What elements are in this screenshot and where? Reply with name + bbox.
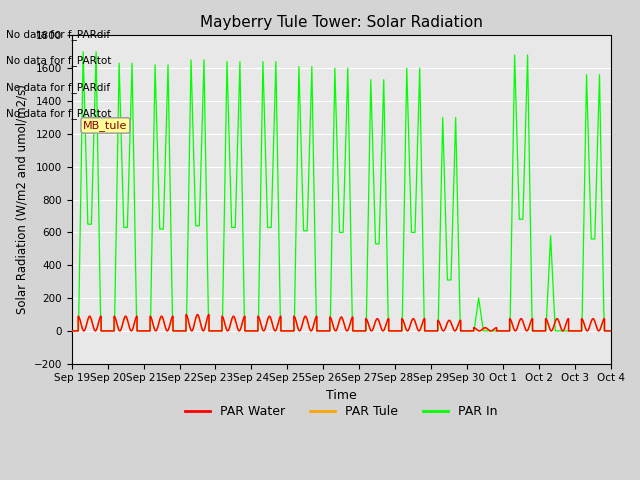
- Text: No data for f_PARdif: No data for f_PARdif: [6, 29, 111, 40]
- Legend: PAR Water, PAR Tule, PAR In: PAR Water, PAR Tule, PAR In: [180, 400, 502, 423]
- Text: No data for f_PARtot: No data for f_PARtot: [6, 108, 112, 119]
- X-axis label: Time: Time: [326, 389, 356, 402]
- Text: No data for f_PARtot: No data for f_PARtot: [6, 55, 112, 66]
- Text: MB_tule: MB_tule: [83, 120, 127, 131]
- Title: Mayberry Tule Tower: Solar Radiation: Mayberry Tule Tower: Solar Radiation: [200, 15, 483, 30]
- Y-axis label: Solar Radiation (W/m2 and umol/m2/s): Solar Radiation (W/m2 and umol/m2/s): [15, 84, 28, 314]
- Text: No data for f_PARdif: No data for f_PARdif: [6, 82, 111, 93]
